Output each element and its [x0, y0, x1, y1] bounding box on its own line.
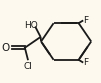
Text: Cl: Cl — [23, 62, 32, 71]
Text: O: O — [1, 43, 10, 53]
Text: F: F — [83, 16, 89, 25]
Text: HO: HO — [24, 21, 38, 30]
Text: F: F — [83, 58, 89, 67]
